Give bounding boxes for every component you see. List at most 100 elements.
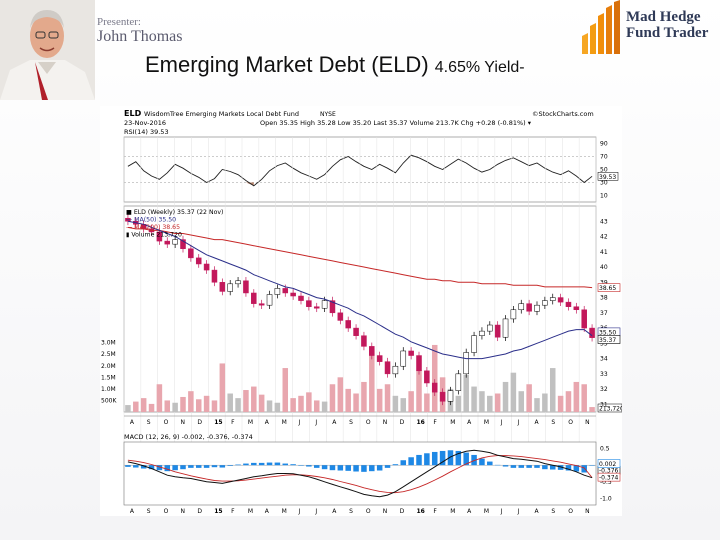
x-axis-label: S xyxy=(551,419,555,426)
logo-line2: Fund Trader xyxy=(626,25,709,41)
volume-bar xyxy=(251,386,257,412)
volume-bar xyxy=(581,384,587,412)
macd-x-axis-label: D xyxy=(400,508,405,515)
price-legend-item: ▮ Volume 213,720 xyxy=(126,232,182,239)
price-candle xyxy=(549,297,556,301)
macd-histogram-bar xyxy=(510,465,517,468)
price-candle xyxy=(471,335,477,353)
x-axis-label: J xyxy=(314,419,317,426)
macd-histogram-bar xyxy=(329,465,336,471)
macd-histogram-bar xyxy=(258,462,265,466)
volume-bar xyxy=(384,384,391,412)
volume-value-label: 213,720 xyxy=(599,406,622,413)
macd-value-box xyxy=(597,472,621,482)
price-candle xyxy=(219,282,226,292)
chart-fund-name: WisdomTree Emerging Markets Local Debt F… xyxy=(144,110,299,118)
volume-bar xyxy=(345,388,351,412)
ma200-value-label: 38.65 xyxy=(599,285,616,292)
macd-histogram-bar xyxy=(431,451,438,466)
volume-bar xyxy=(487,395,493,412)
macd-histogram-bar xyxy=(518,465,525,468)
slide-title: Emerging Market Debt (ELD) 4.65% Yield- xyxy=(145,52,525,78)
x-axis-label: J xyxy=(298,419,301,426)
price-tick-label: 40 xyxy=(600,264,608,271)
slide-title-main: Emerging Market Debt (ELD) xyxy=(145,52,429,77)
macd-panel: 0.50.0-0.5-1.0-0.3760.002-0.374ASOND15FM… xyxy=(123,441,621,515)
macd-histogram-bar xyxy=(337,465,344,471)
volume-bar xyxy=(164,400,171,412)
x-axis-label: F xyxy=(433,419,437,426)
macd-signal-line xyxy=(127,455,593,494)
price-candle xyxy=(243,280,249,294)
x-axis-label: O xyxy=(568,419,573,426)
volume-bar xyxy=(392,395,399,412)
price-candle xyxy=(526,303,532,312)
macd-histogram-bar xyxy=(534,465,540,468)
macd-x-axis-label: N xyxy=(181,508,186,515)
volume-bar xyxy=(203,395,210,412)
presenter-photo xyxy=(0,0,95,100)
x-axis-label: A xyxy=(265,419,270,426)
price-candle xyxy=(329,300,336,314)
macd-x-axis-label: O xyxy=(366,508,371,515)
macd-x-axis-label: A xyxy=(467,508,472,515)
price-candle xyxy=(156,231,163,242)
price-candle xyxy=(487,324,493,332)
x-axis-label: M xyxy=(282,419,287,426)
macd-x-axis-label: M xyxy=(484,508,489,515)
price-candle xyxy=(463,352,469,375)
macd-x-axis-label: A xyxy=(130,508,135,515)
macd-histogram-bar xyxy=(361,465,367,472)
macd-x-axis-label: 15 xyxy=(214,508,222,515)
x-axis-label: A xyxy=(535,419,540,426)
volume-bar xyxy=(321,401,328,412)
macd-x-axis-label: O xyxy=(164,508,169,515)
macd-tick-label: -1.0 xyxy=(600,495,612,502)
price-candle xyxy=(589,327,595,338)
price-candle xyxy=(376,355,383,362)
price-candle xyxy=(274,288,281,295)
price-candle xyxy=(172,239,178,245)
presenter-name: John Thomas xyxy=(97,28,183,45)
macd-x-axis-label: D xyxy=(197,508,202,515)
macd-histogram-bar xyxy=(573,465,580,472)
volume-bar xyxy=(376,388,383,412)
rsi-tick-label: 90 xyxy=(600,141,608,148)
price-legend-item: ■ ELD (Weekly) 35.37 (22 Nov) xyxy=(126,209,223,216)
volume-bar xyxy=(298,395,304,412)
x-axis-label: 15 xyxy=(214,419,222,426)
volume-bar xyxy=(400,398,407,412)
price-candle xyxy=(502,318,509,338)
ma50-value-label: 35.50 xyxy=(599,329,616,336)
volume-bar xyxy=(589,407,595,412)
price-candle xyxy=(518,303,525,311)
volume-bar xyxy=(455,395,462,412)
volume-bar xyxy=(266,400,273,412)
x-axis-label: A xyxy=(467,419,472,426)
volume-bar xyxy=(494,393,501,412)
macd-histogram-bar xyxy=(203,465,210,468)
macd-x-axis-label: A xyxy=(535,508,540,515)
macd-histogram-bar xyxy=(589,465,595,466)
macd-histogram-bar xyxy=(392,464,399,466)
volume-bar xyxy=(557,395,564,412)
volume-bar xyxy=(431,344,438,412)
price-candle xyxy=(195,257,202,265)
price-candle xyxy=(180,239,186,249)
macd-histogram-bar xyxy=(219,465,226,468)
macd-histogram-bar xyxy=(557,465,564,470)
price-candle xyxy=(479,330,485,336)
macd-histogram-bar xyxy=(133,465,139,468)
price-candle xyxy=(400,350,407,367)
macd-histogram-bar xyxy=(156,465,163,471)
macd-x-axis-label: 16 xyxy=(417,508,425,515)
volume-tick-label: 1.0M xyxy=(101,386,116,393)
rsi-label: RSI(14) 39.53 xyxy=(124,128,169,136)
rsi-tick-label: 30 xyxy=(600,180,608,187)
price-candle xyxy=(290,292,296,297)
volume-bar xyxy=(463,375,469,412)
macd-histogram-bar xyxy=(526,465,532,468)
macd-histogram-bar xyxy=(211,465,218,468)
volume-tick-label: 3.0M xyxy=(101,340,116,347)
price-candle xyxy=(353,327,359,336)
